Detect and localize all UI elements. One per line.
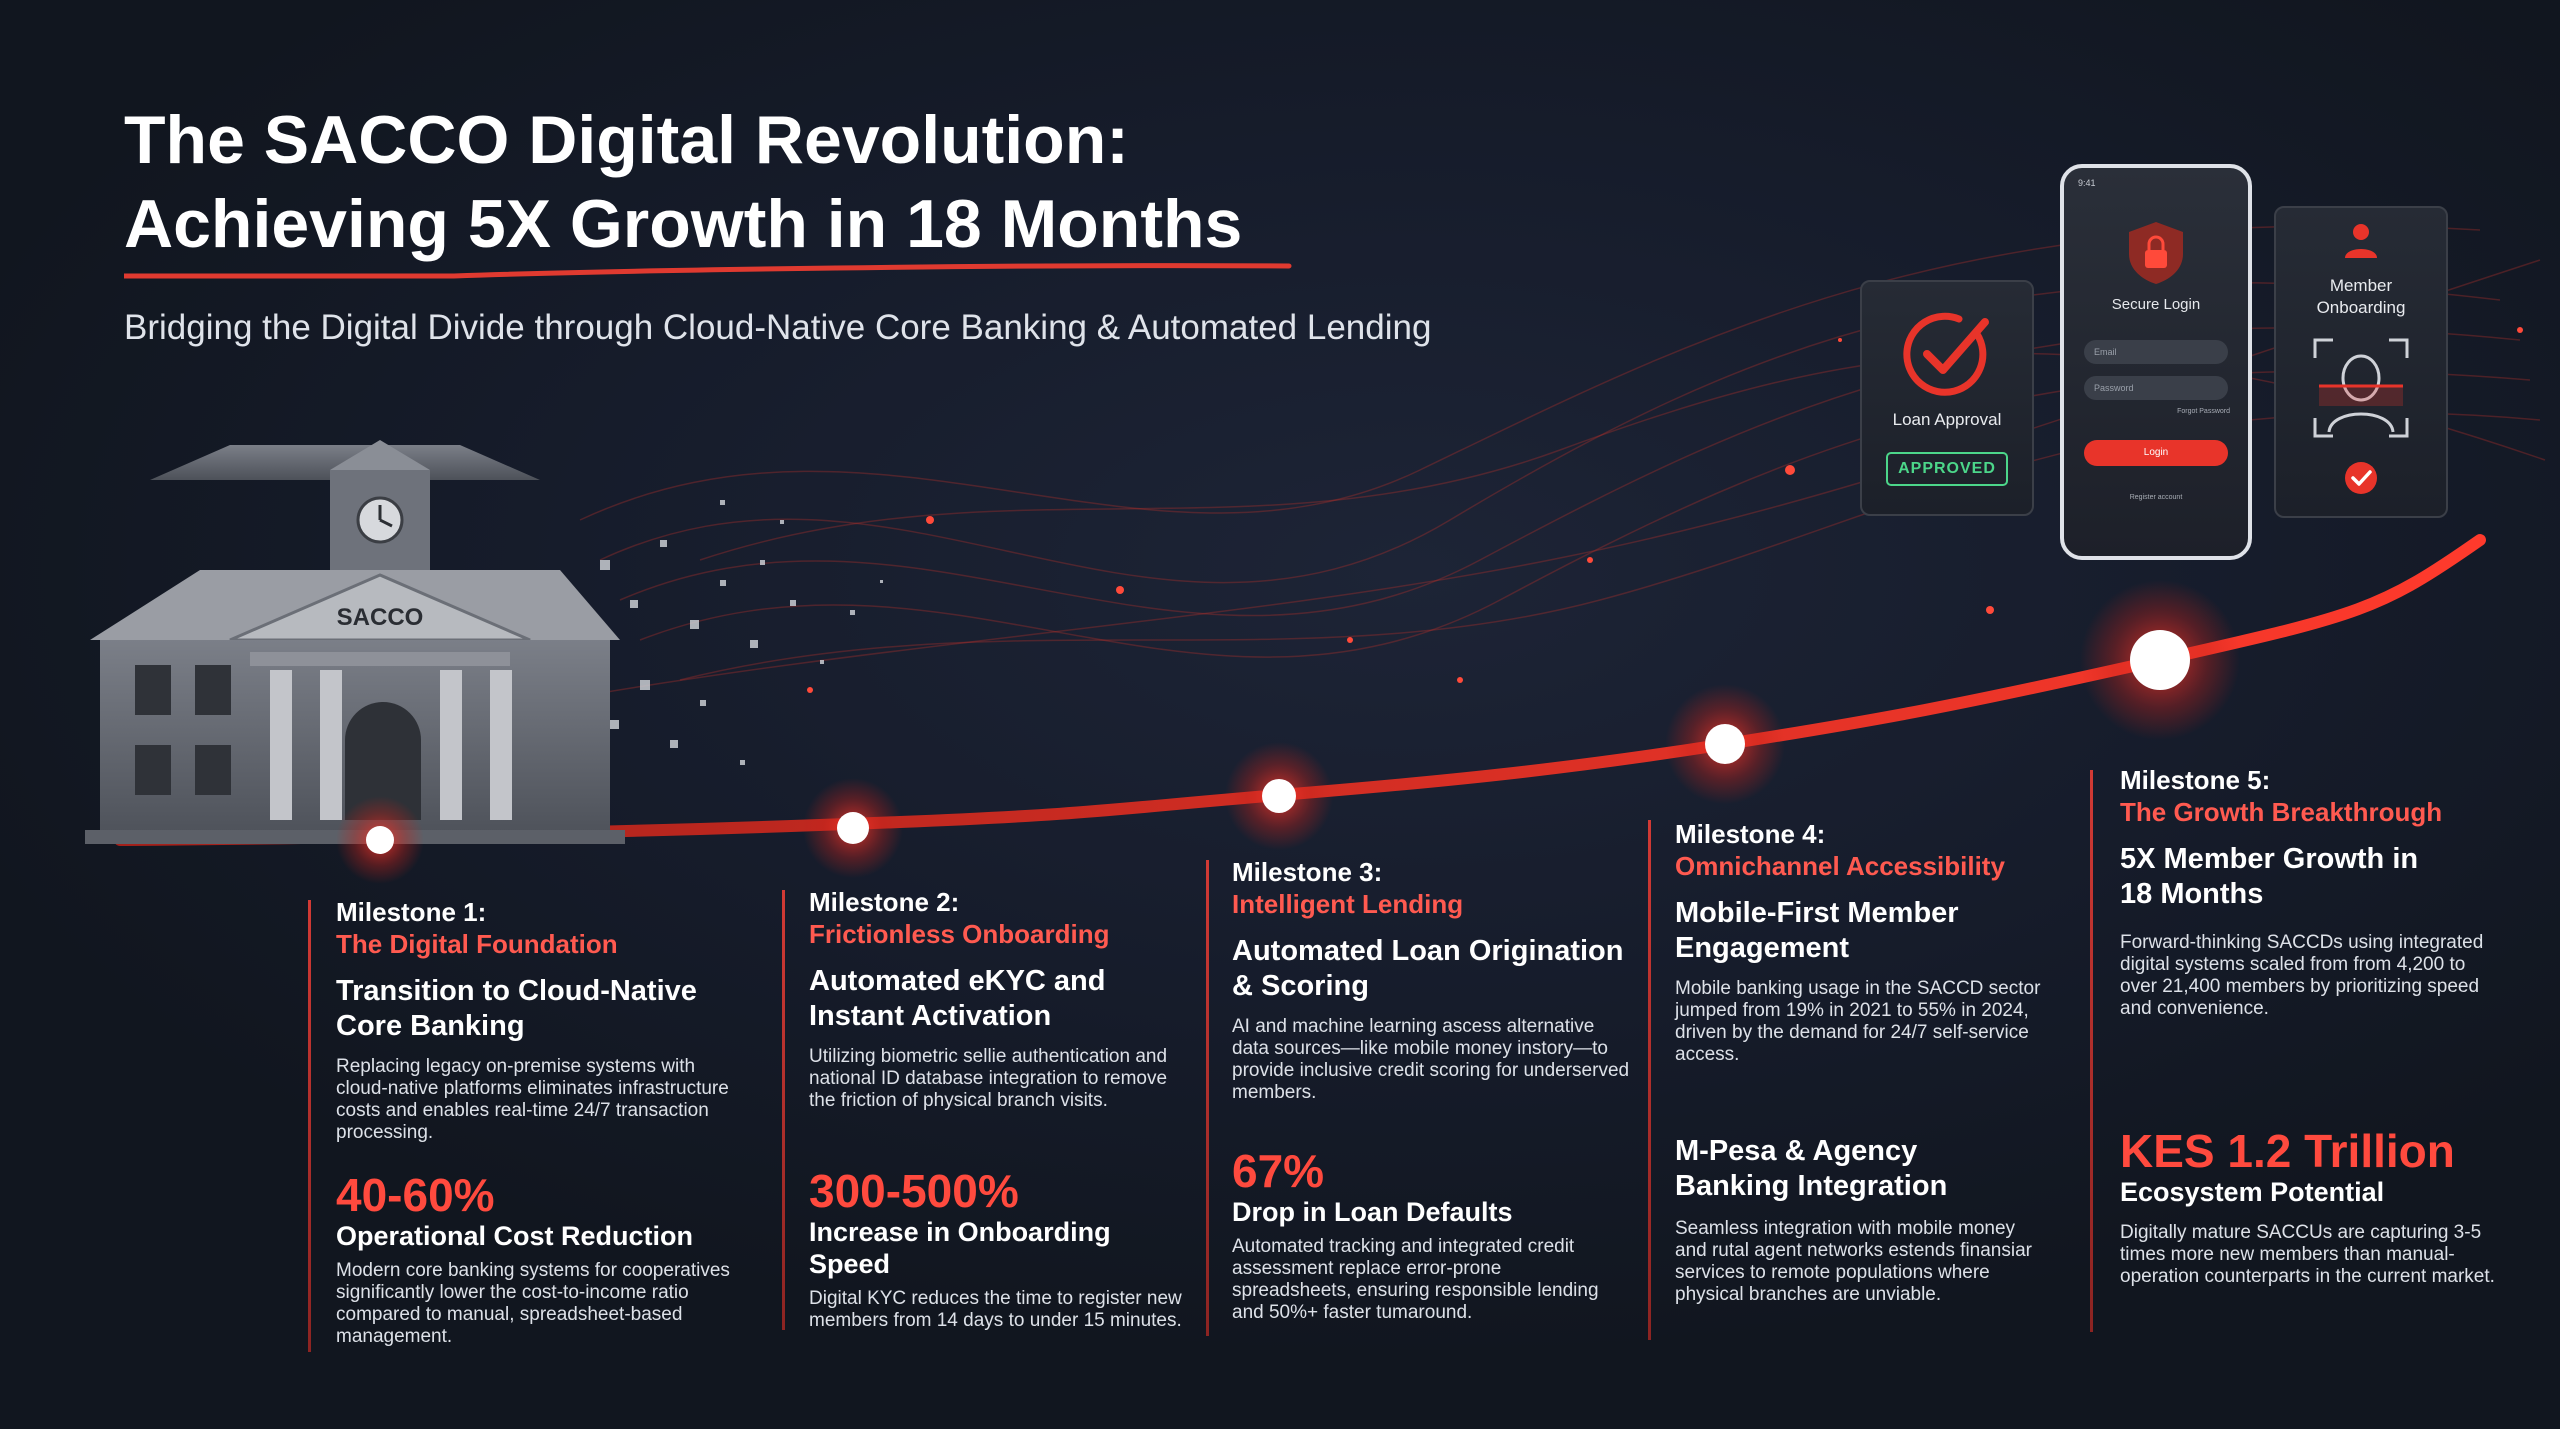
milestone-nodes [336, 580, 2240, 884]
milestone-name: Frictionless Onboarding [809, 919, 1110, 949]
milestone-description: Mobile banking usage in the SACCD sector… [1675, 978, 2041, 1065]
approved-badge: APPROVED [1886, 452, 2008, 486]
milestone-description: Utilizing biometric sellie authenticatio… [809, 1046, 1168, 1111]
password-field[interactable]: Password [2084, 376, 2228, 400]
network-lines [559, 225, 2546, 701]
milestone-3-stat: 67% Drop in Loan Defaults Automated trac… [1232, 1146, 1612, 1324]
title-line-2: Achieving 5X Growth in 18 Months [124, 186, 1243, 262]
milestone-heading: Transition to Cloud-Native Core Banking [336, 975, 697, 1042]
page-title: The SACCO Digital Revolution: Achieving … [124, 98, 1424, 266]
milestone-label: Milestone 5: [2120, 765, 2271, 795]
milestone-1: Milestone 1: The Digital Foundation Tran… [336, 896, 731, 1144]
stat-label: Increase in Onboarding Speed [809, 1217, 1111, 1279]
stat-value: 40-60% [336, 1169, 495, 1221]
page-subtitle: Bridging the Digital Divide through Clou… [124, 308, 1432, 347]
title-line-1: The SACCO Digital Revolution: [124, 102, 1129, 178]
title-underline [124, 263, 1292, 279]
stat-value: KES 1.2 Trillion [2120, 1125, 2455, 1177]
milestone-heading: Mobile-First Member Engagement [1675, 897, 1959, 964]
phone-title: Secure Login [2111, 296, 2201, 313]
milestone-2: Milestone 2: Frictionless Onboarding Aut… [809, 886, 1179, 1112]
onboarding-label-line-2: Onboarding [2316, 298, 2406, 317]
milestone-name: The Digital Foundation [336, 929, 618, 959]
member-onboarding-card: Member Onboarding [2274, 206, 2448, 518]
stat-value: 67% [1232, 1145, 1325, 1197]
milestone-heading: Automated eKYC and Instant Activation [809, 965, 1106, 1032]
forgot-password-link[interactable]: Forgot Password [2177, 408, 2230, 415]
phone-login-screen: 9:41 Secure Login Email Password Forgot … [2060, 164, 2252, 560]
loan-approval-card: Loan Approval APPROVED [1860, 280, 2034, 516]
milestone-heading: 5X Member Growth in 18 Months [2120, 843, 2419, 910]
milestone-label: Milestone 2: [809, 887, 960, 917]
phone-status-time: 9:41 [2078, 178, 2096, 188]
stat-description: Modern core banking systems for cooperat… [336, 1260, 730, 1347]
stat-value: 300-500% [809, 1165, 1019, 1217]
milestone-description: Replacing legacy on-premise systems with… [336, 1056, 729, 1143]
milestone-name: The Growth Breakthrough [2120, 797, 2443, 827]
divider-milestone-4 [1648, 820, 1651, 1340]
divider-milestone-1 [308, 900, 311, 1352]
milestone-heading: Automated Loan Origination & Scoring [1232, 935, 1624, 1002]
stat-description: Seamless integration with mobile money a… [1675, 1218, 2032, 1305]
milestone-label: Milestone 4: [1675, 819, 1826, 849]
milestone-3: Milestone 3: Intelligent Lending Automat… [1232, 856, 1632, 1104]
milestone-2-stat: 300-500% Increase in Onboarding Speed Di… [809, 1166, 1189, 1332]
stat-description: Automated tracking and integrated credit… [1232, 1236, 1599, 1323]
milestone-5: Milestone 5: The Growth Breakthrough 5X … [2120, 764, 2500, 1020]
email-field[interactable]: Email [2084, 340, 2228, 364]
stat-description: Digital KYC reduces the time to register… [809, 1288, 1182, 1331]
stat-description: Digitally mature SACCUs are capturing 3-… [2120, 1222, 2495, 1287]
milestone-1-stat: 40-60% Operational Cost Reduction Modern… [336, 1170, 731, 1348]
milestone-name: Intelligent Lending [1232, 889, 1464, 919]
stat-label: Ecosystem Potential [2120, 1177, 2385, 1207]
milestone-5-stat: KES 1.2 Trillion Ecosystem Potential Dig… [2120, 1126, 2500, 1288]
milestone-label: Milestone 1: [336, 897, 487, 927]
divider-milestone-2 [782, 890, 785, 1330]
pixel-particles [600, 500, 883, 765]
milestone-label: Milestone 3: [1232, 857, 1383, 887]
sacco-building [85, 440, 625, 844]
check-badge-icon [2345, 462, 2377, 494]
onboarding-label-line-1: Member [2329, 276, 2393, 295]
checkmark-icon [1903, 312, 1989, 396]
register-link[interactable]: Register account [2129, 494, 2183, 501]
milestone-description: AI and machine learning ascess alternati… [1232, 1016, 1630, 1103]
user-icon [2345, 224, 2377, 258]
milestone-name: Omnichannel Accessibility [1675, 851, 2005, 881]
milestone-description: Forward-thinking SACCDs using integrated… [2120, 932, 2484, 1019]
stat-label: M-Pesa & Agency Banking Integration [1675, 1135, 1948, 1202]
divider-milestone-5 [2090, 770, 2093, 1332]
login-button[interactable]: Login [2084, 440, 2228, 466]
building-sign: SACCO [336, 604, 424, 631]
lock-icon [2129, 222, 2183, 284]
stat-label: Operational Cost Reduction [336, 1221, 694, 1251]
face-scan-icon [2313, 338, 2409, 438]
milestone-4-stat: M-Pesa & Agency Banking Integration Seam… [1675, 1134, 2035, 1306]
milestone-4: Milestone 4: Omnichannel Accessibility M… [1675, 818, 2055, 1066]
divider-milestone-3 [1206, 860, 1209, 1336]
loan-approval-label: Loan Approval [1892, 410, 2002, 429]
stat-label: Drop in Loan Defaults [1232, 1197, 1513, 1227]
